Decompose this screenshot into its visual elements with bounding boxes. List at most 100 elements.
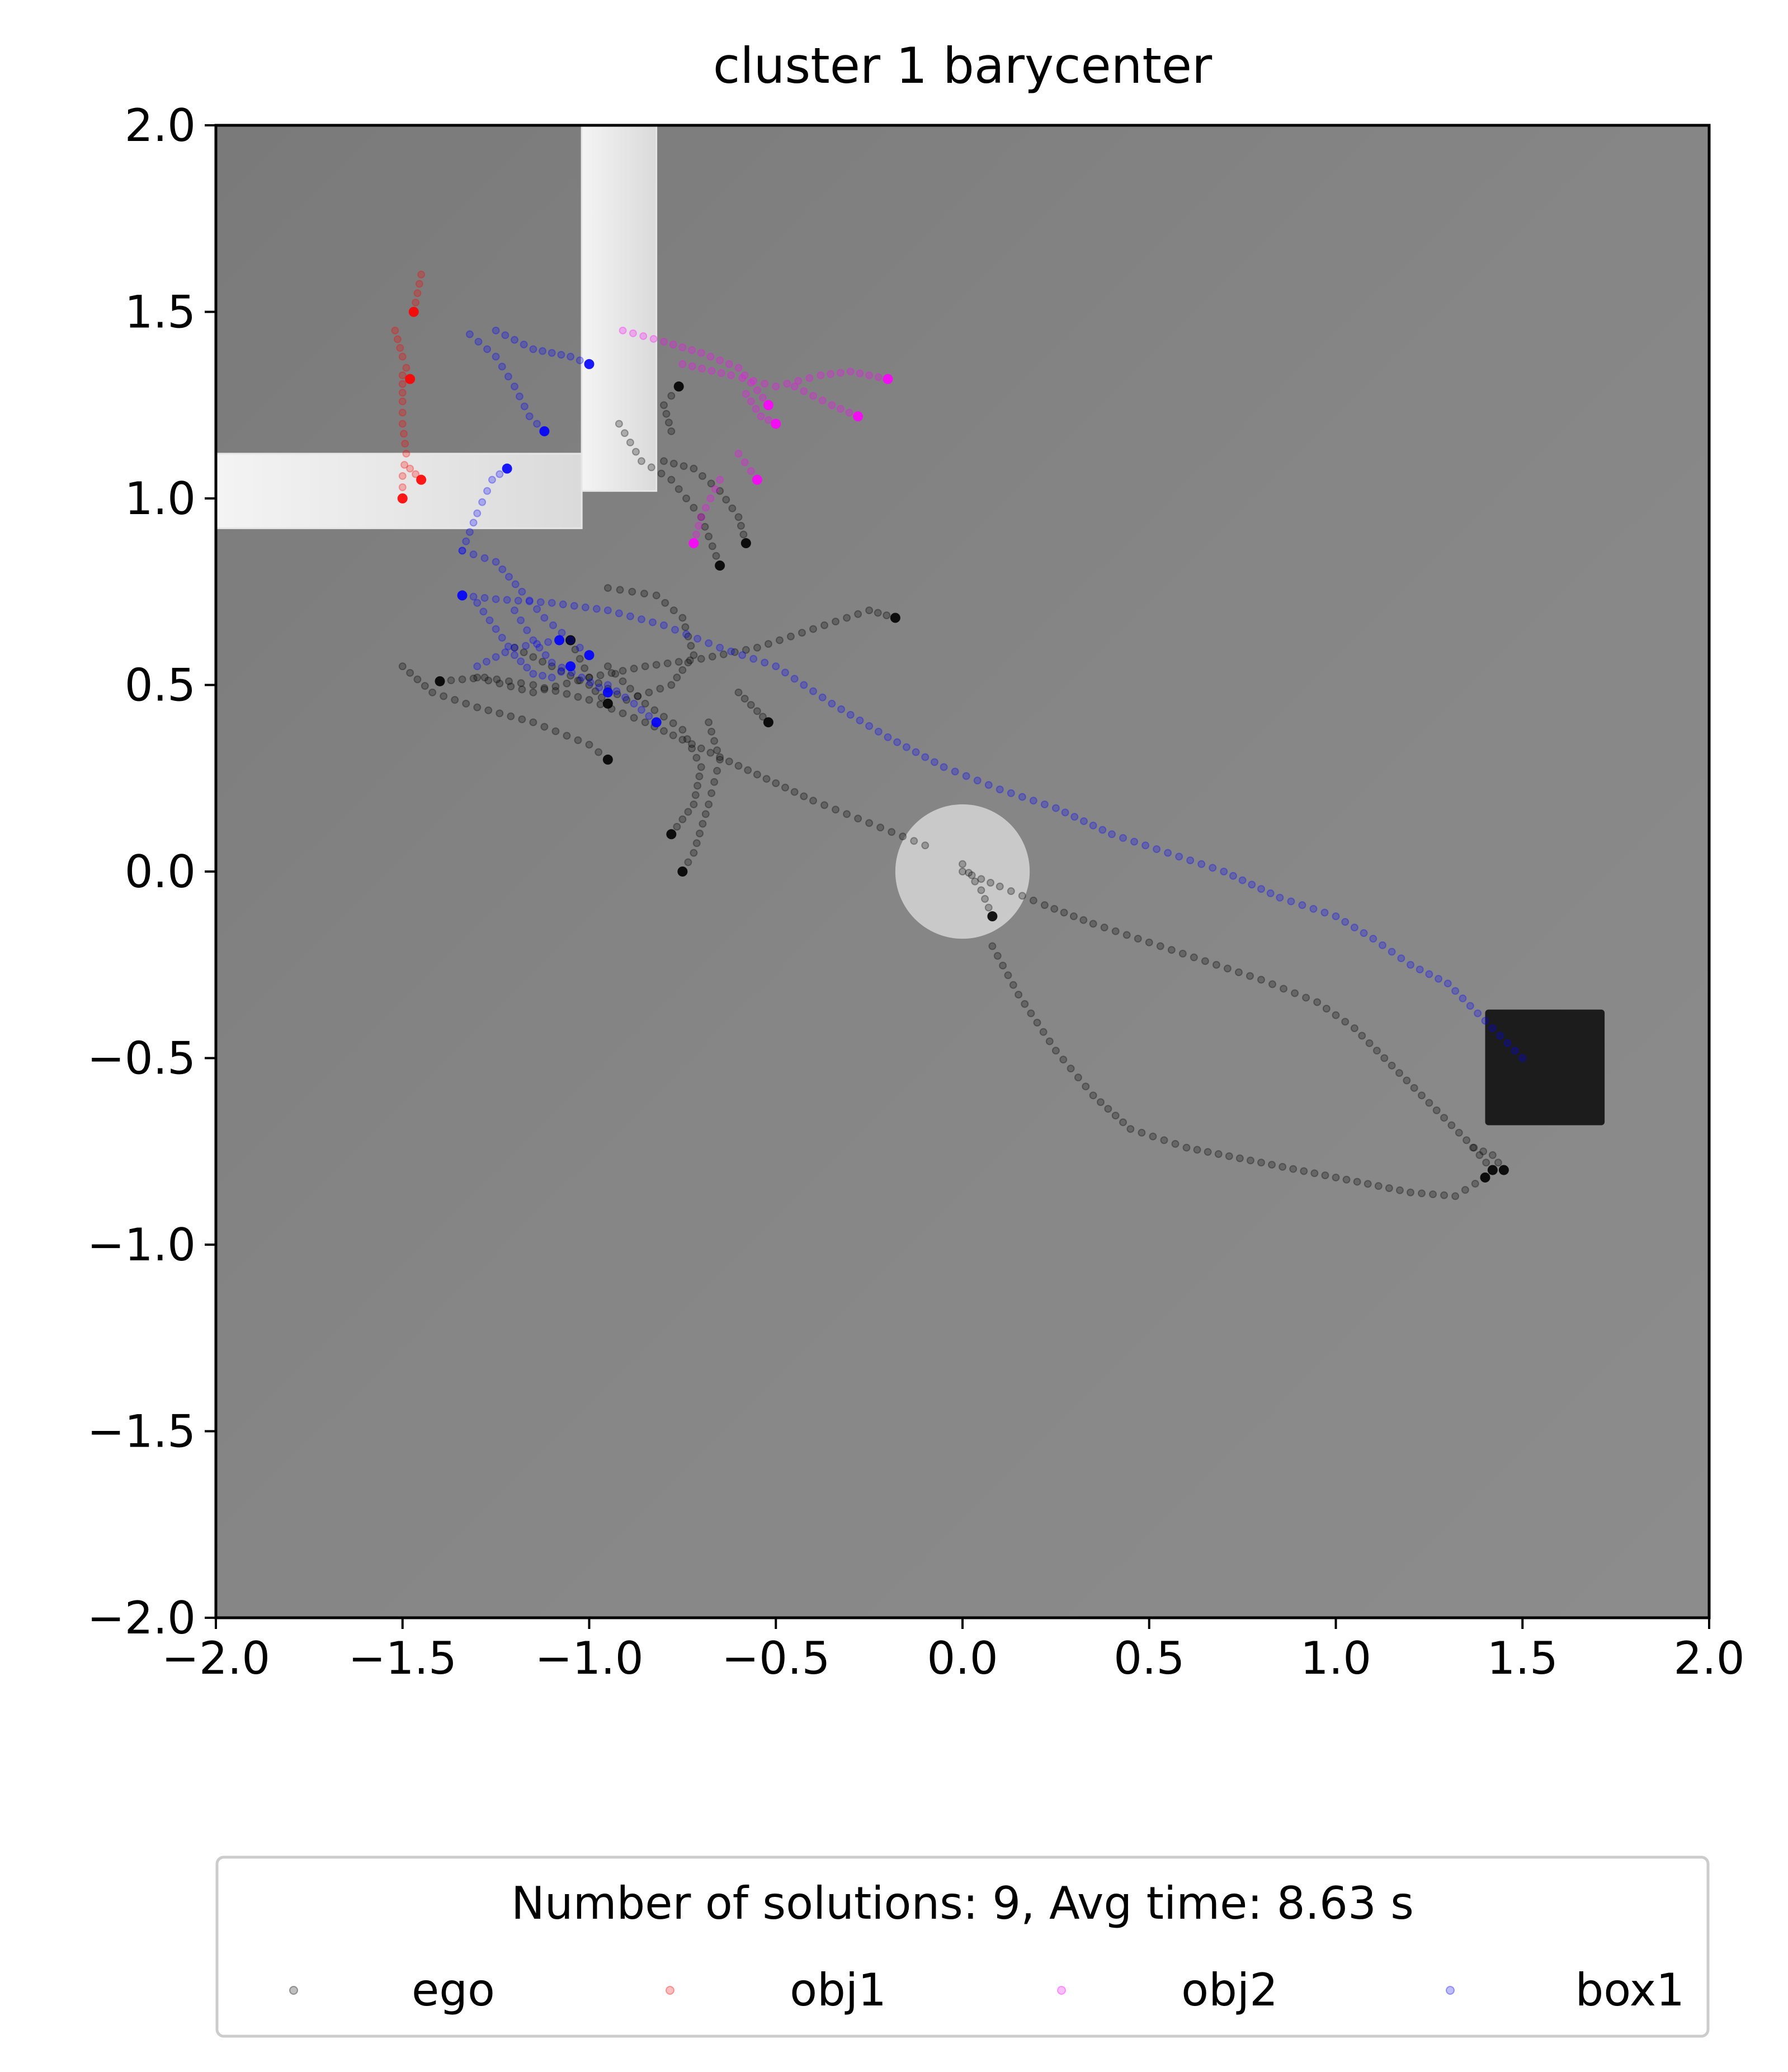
endpoint-obj2 bbox=[771, 418, 781, 429]
point-box1 bbox=[738, 651, 747, 660]
point-box1 bbox=[511, 336, 518, 344]
point-ego bbox=[637, 457, 645, 465]
endpoint-ego bbox=[1498, 1165, 1509, 1175]
point-box1 bbox=[1130, 837, 1139, 846]
point-obj2 bbox=[817, 371, 825, 379]
point-box1 bbox=[615, 609, 623, 618]
point-box1 bbox=[525, 597, 534, 606]
point-box1 bbox=[1029, 797, 1037, 805]
point-ego bbox=[1212, 960, 1220, 969]
point-obj2 bbox=[874, 373, 883, 382]
point-obj2 bbox=[707, 366, 716, 375]
endpoint-box1 bbox=[554, 635, 565, 646]
point-ego bbox=[619, 667, 627, 675]
x-tick-label: −1.5 bbox=[348, 1632, 457, 1684]
point-ego bbox=[1461, 1186, 1469, 1194]
point-ego bbox=[563, 679, 571, 687]
goal-disc bbox=[895, 804, 1030, 939]
point-ego bbox=[656, 685, 664, 693]
point-ego bbox=[1257, 1159, 1265, 1167]
endpoint-box1 bbox=[651, 717, 662, 728]
point-ego bbox=[739, 530, 748, 539]
point-box1 bbox=[603, 606, 612, 615]
point-ego bbox=[496, 709, 504, 718]
point-box1 bbox=[525, 412, 534, 421]
point-ego bbox=[641, 662, 649, 671]
point-box1 bbox=[1320, 908, 1329, 917]
point-ego bbox=[664, 418, 673, 427]
point-box1 bbox=[485, 616, 494, 624]
point-obj1 bbox=[398, 380, 407, 388]
point-ego bbox=[697, 744, 705, 752]
point-ego bbox=[965, 869, 973, 877]
point-ego bbox=[596, 671, 605, 680]
point-ego bbox=[1039, 1028, 1048, 1036]
point-ego bbox=[921, 841, 930, 850]
point-box1 bbox=[478, 498, 487, 506]
point-ego bbox=[910, 837, 918, 845]
point-ego bbox=[667, 427, 676, 435]
point-ego bbox=[669, 459, 678, 468]
point-obj2 bbox=[818, 396, 827, 404]
point-ego bbox=[716, 755, 724, 764]
point-obj2 bbox=[764, 416, 772, 424]
point-box1 bbox=[504, 573, 513, 581]
point-box1 bbox=[504, 642, 512, 651]
point-obj1 bbox=[402, 364, 411, 372]
point-ego bbox=[781, 783, 789, 792]
endpoint-box1 bbox=[502, 463, 512, 474]
point-box1 bbox=[626, 612, 634, 620]
point-box1 bbox=[529, 636, 537, 644]
point-obj2 bbox=[752, 404, 760, 413]
point-box1 bbox=[1141, 841, 1150, 850]
point-obj2 bbox=[757, 412, 765, 421]
point-ego bbox=[591, 687, 600, 695]
point-box1 bbox=[1435, 974, 1443, 983]
point-obj2 bbox=[716, 356, 724, 365]
endpoint-ego bbox=[1487, 1165, 1498, 1175]
point-ego bbox=[683, 735, 691, 743]
point-box1 bbox=[498, 634, 506, 642]
point-ego bbox=[1291, 989, 1299, 997]
point-ego bbox=[690, 503, 698, 512]
point-ego bbox=[462, 699, 470, 708]
point-obj2 bbox=[836, 404, 845, 413]
point-ego bbox=[1235, 1154, 1244, 1162]
point-box1 bbox=[1248, 880, 1256, 889]
point-ego bbox=[667, 475, 676, 484]
point-box1 bbox=[1089, 821, 1097, 830]
point-box1 bbox=[492, 653, 500, 661]
point-ego bbox=[1167, 946, 1176, 954]
legend-marker-obj1 bbox=[666, 1986, 674, 1995]
point-box1 bbox=[465, 330, 474, 338]
point-ego bbox=[630, 714, 638, 722]
point-obj2 bbox=[727, 371, 735, 379]
point-ego bbox=[1100, 924, 1108, 932]
point-ego bbox=[681, 623, 690, 632]
point-ego bbox=[1372, 1047, 1381, 1055]
point-ego bbox=[772, 779, 780, 788]
point-box1 bbox=[539, 347, 547, 355]
point-box1 bbox=[1079, 817, 1088, 825]
point-box1 bbox=[465, 528, 474, 536]
point-ego bbox=[1122, 931, 1131, 939]
point-ego bbox=[657, 469, 666, 478]
point-ego bbox=[1341, 1018, 1350, 1026]
point-ego bbox=[1488, 1151, 1497, 1159]
point-box1 bbox=[462, 537, 470, 545]
point-ego bbox=[585, 674, 593, 682]
point-box1 bbox=[1164, 849, 1172, 857]
point-ego bbox=[1246, 972, 1254, 980]
point-ego bbox=[626, 685, 634, 693]
point-obj1 bbox=[398, 371, 407, 379]
point-ego bbox=[1322, 1005, 1331, 1013]
point-ego bbox=[630, 665, 638, 673]
point-ego bbox=[1280, 985, 1288, 993]
point-box1 bbox=[1108, 830, 1116, 839]
point-obj2 bbox=[717, 369, 725, 377]
point-box1 bbox=[682, 630, 691, 638]
point-ego bbox=[1082, 1082, 1090, 1091]
point-ego bbox=[413, 675, 422, 684]
point-ego bbox=[619, 709, 627, 718]
endpoint-obj1 bbox=[408, 307, 419, 317]
